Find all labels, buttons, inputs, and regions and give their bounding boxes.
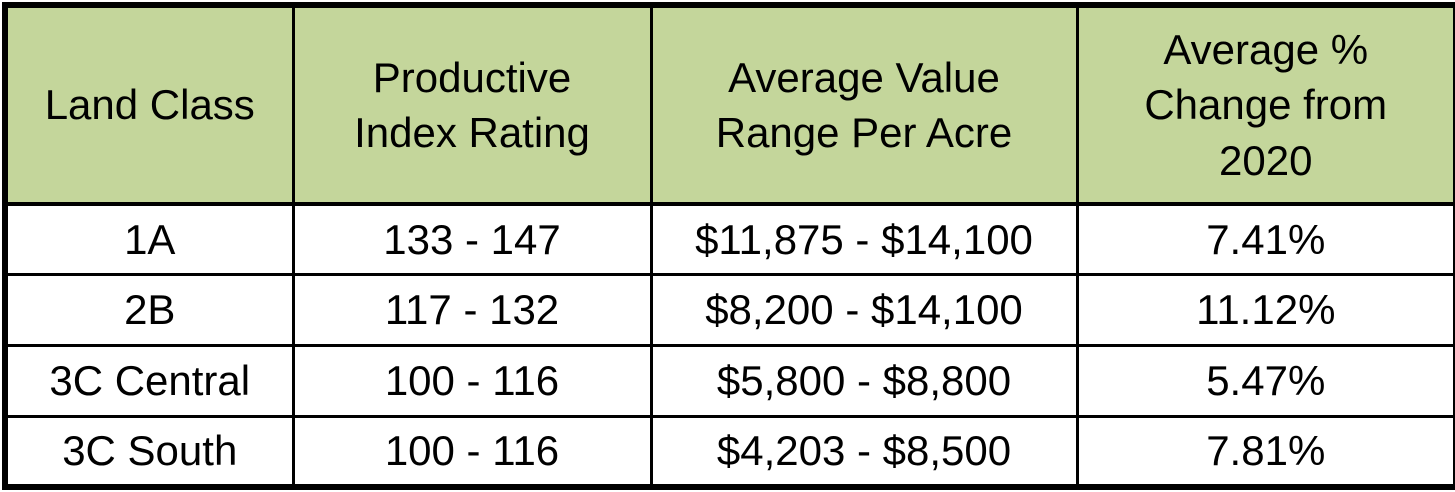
table-row: 3C Central 100 - 116 $5,800 - $8,800 5.47%	[3, 344, 1455, 418]
cell-average-value-range-per-acre: $8,200 - $14,100	[649, 273, 1079, 347]
cell-productive-index-rating: 100 - 116	[291, 414, 653, 489]
cell-average-value-range-per-acre: $5,800 - $8,800	[649, 344, 1079, 418]
cell-average-value-range-per-acre: $4,203 - $8,500	[649, 414, 1079, 489]
column-header-average-value-range-per-acre: Average Value Range Per Acre	[649, 3, 1079, 206]
cell-productive-index-rating: 117 - 132	[291, 273, 653, 347]
cell-average-pct-change-from-2020: 7.41%	[1075, 202, 1455, 277]
column-header-land-class: Land Class	[3, 3, 295, 206]
cell-average-pct-change-from-2020: 5.47%	[1075, 344, 1455, 418]
cell-productive-index-rating: 133 - 147	[291, 202, 653, 277]
column-header-average-pct-change-from-2020: Average % Change from 2020	[1075, 3, 1455, 206]
header-row: Land Class Productive Index Rating Avera…	[3, 3, 1455, 206]
table-row: 3C South 100 - 116 $4,203 - $8,500 7.81%	[3, 414, 1455, 489]
cell-average-pct-change-from-2020: 11.12%	[1075, 273, 1455, 347]
table-row: 2B 117 - 132 $8,200 - $14,100 11.12%	[3, 273, 1455, 347]
cell-productive-index-rating: 100 - 116	[291, 344, 653, 418]
cell-average-value-range-per-acre: $11,875 - $14,100	[649, 202, 1079, 277]
cell-land-class: 2B	[3, 273, 295, 347]
column-header-productive-index-rating: Productive Index Rating	[291, 3, 653, 206]
cell-average-pct-change-from-2020: 7.81%	[1075, 414, 1455, 489]
table-row: 1A 133 - 147 $11,875 - $14,100 7.41%	[3, 202, 1455, 277]
cell-land-class: 3C South	[3, 414, 295, 489]
cell-land-class: 3C Central	[3, 344, 295, 418]
table-body: 1A 133 - 147 $11,875 - $14,100 7.41% 2B 117 -…	[3, 202, 1455, 489]
cell-land-class: 1A	[3, 202, 295, 277]
